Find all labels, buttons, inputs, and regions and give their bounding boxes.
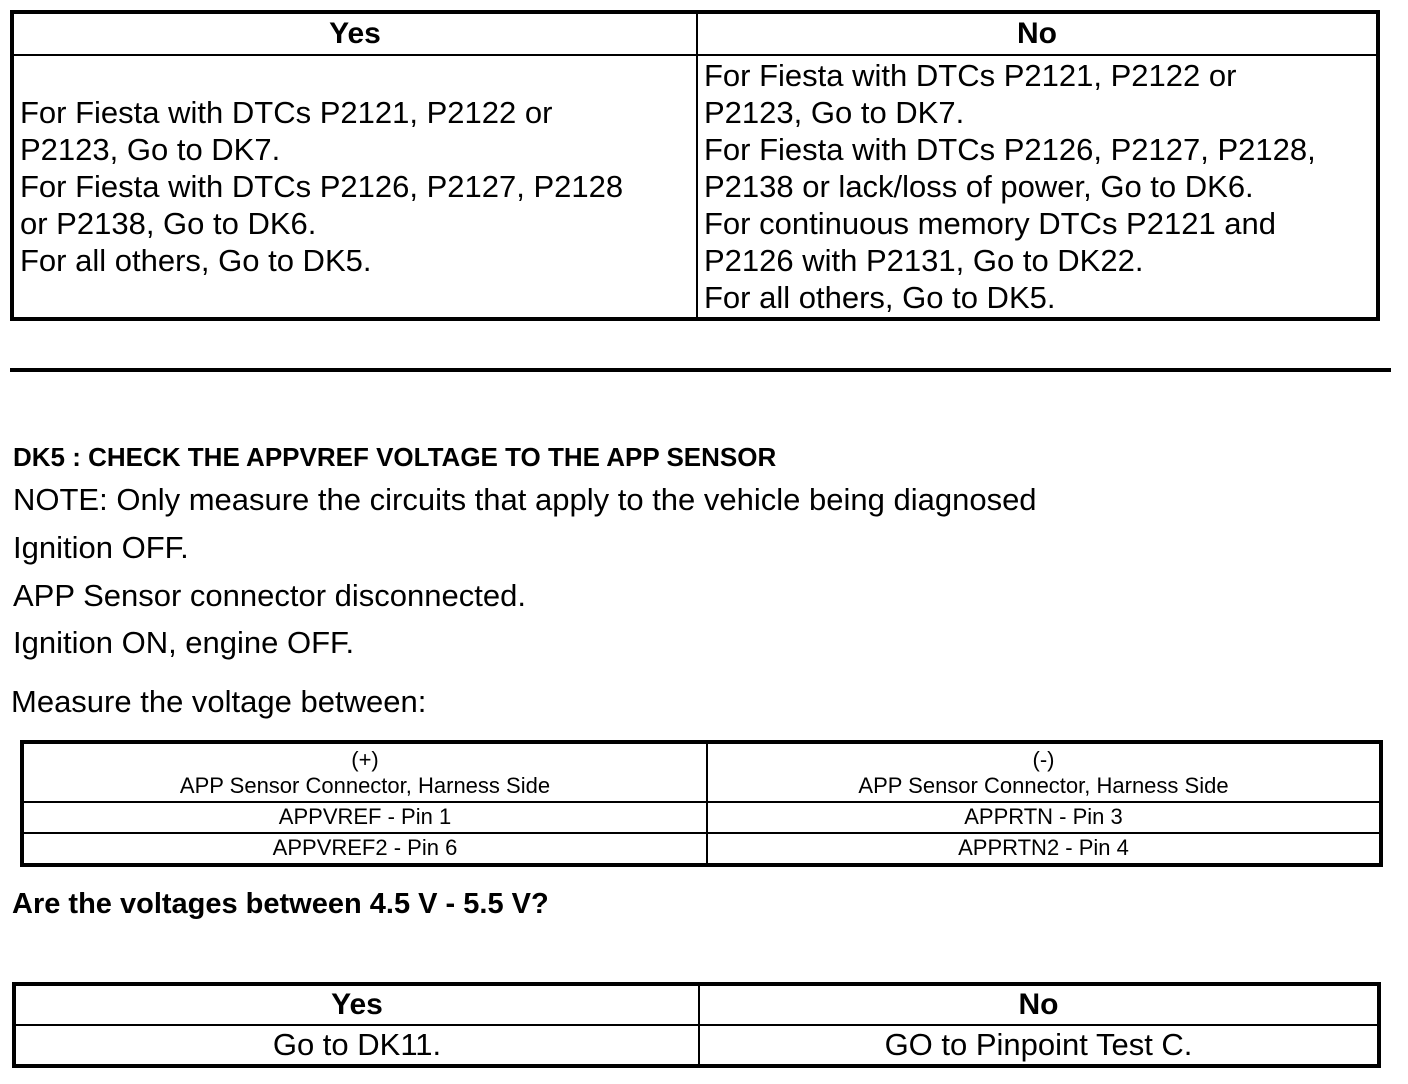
section-heading: DK5 : CHECK THE APPVREF VOLTAGE TO THE A…	[13, 442, 777, 472]
no-header: No	[696, 11, 1379, 56]
dtc-routing-table: Yes No For Fiesta with DTCs P2121, P2122…	[10, 10, 1380, 321]
sign: (-)	[1032, 746, 1055, 772]
step-text: Ignition ON, engine OFF.	[13, 625, 355, 660]
header-label: APP Sensor Connector, Harness Side	[179, 772, 551, 798]
text-line: For Fiesta with DTCs P2121, P2122 or	[704, 58, 1237, 93]
cell: APPVREF2 - Pin 6	[21, 831, 708, 867]
sign: (+)	[351, 746, 379, 772]
step-text: APP Sensor connector disconnected.	[13, 578, 526, 613]
step-text: Ignition OFF.	[13, 530, 189, 565]
yes-header: Yes	[13, 983, 700, 1026]
question-text: Are the voltages between 4.5 V - 5.5 V?	[12, 888, 549, 920]
measurement-table: (+) APP Sensor Connector, Harness Side (…	[20, 740, 1383, 867]
no-cell: GO to Pinpoint Test C.	[698, 1024, 1380, 1067]
yes-cell: For Fiesta with DTCs P2121, P2122 or P21…	[11, 54, 698, 320]
cell: APPRTN2 - Pin 4	[706, 831, 1382, 867]
cell: APPRTN - Pin 3	[706, 801, 1382, 834]
text-line: P2123, Go to DK7.	[20, 132, 281, 167]
positive-header: (+) APP Sensor Connector, Harness Side	[21, 741, 708, 803]
text-line: or P2138, Go to DK6.	[20, 206, 317, 241]
text-line: For Fiesta with DTCs P2121, P2122 or	[20, 95, 553, 130]
text-line: P2123, Go to DK7.	[704, 95, 965, 130]
cell: APPVREF - Pin 1	[21, 801, 708, 834]
result-table: Yes No Go to DK11. GO to Pinpoint Test C…	[12, 982, 1381, 1068]
negative-header: (-) APP Sensor Connector, Harness Side	[706, 741, 1382, 803]
text-line: For all others, Go to DK5.	[20, 243, 372, 278]
text-line: P2138 or lack/loss of power, Go to DK6.	[704, 169, 1254, 204]
section-divider	[10, 368, 1391, 372]
table-row: APPVREF2 - Pin 6 APPRTN2 - Pin 4	[21, 831, 1382, 867]
text-line: P2126 with P2131, Go to DK22.	[704, 243, 1144, 278]
header-label: APP Sensor Connector, Harness Side	[858, 772, 1229, 798]
note-text: NOTE: Only measure the circuits that app…	[13, 482, 1037, 517]
text-line: For continuous memory DTCs P2121 and	[704, 206, 1277, 241]
no-header: No	[698, 983, 1380, 1026]
measure-text: Measure the voltage between:	[11, 684, 427, 719]
text-line: For Fiesta with DTCs P2126, P2127, P2128	[20, 169, 624, 204]
text-line: For all others, Go to DK5.	[704, 280, 1056, 315]
yes-cell: Go to DK11.	[13, 1024, 700, 1067]
table-row: APPVREF - Pin 1 APPRTN - Pin 3	[21, 801, 1382, 834]
yes-header: Yes	[11, 11, 698, 56]
no-cell: For Fiesta with DTCs P2121, P2122 or P21…	[696, 54, 1379, 320]
text-line: For Fiesta with DTCs P2126, P2127, P2128…	[704, 132, 1316, 167]
